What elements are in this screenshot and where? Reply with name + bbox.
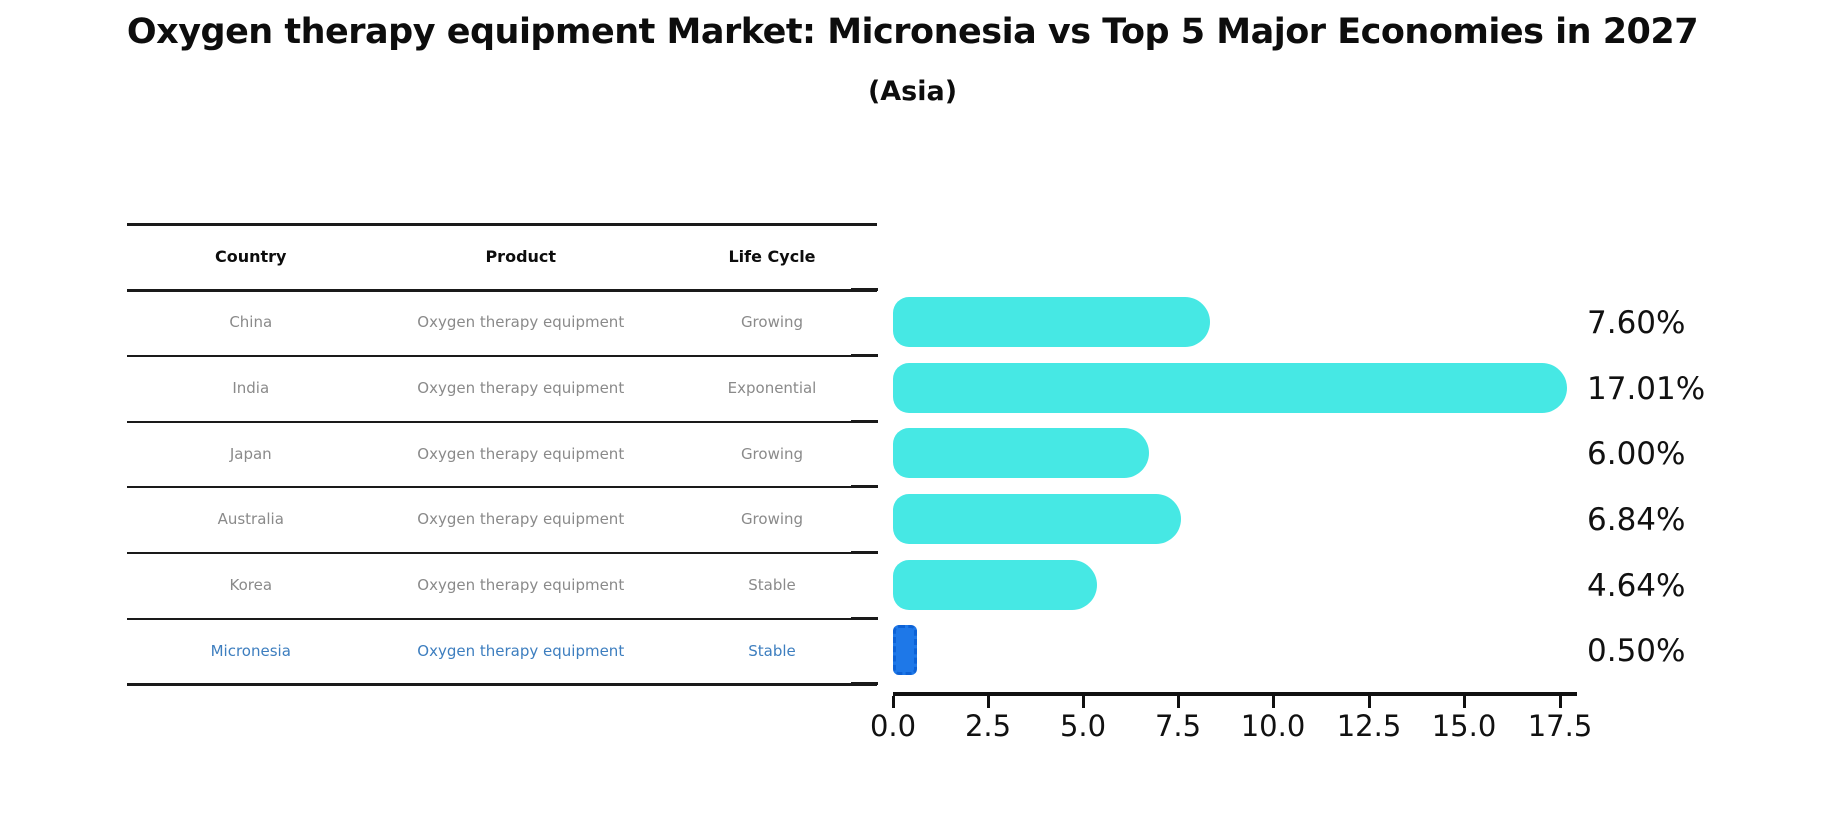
x-axis-tick — [1272, 696, 1275, 708]
table-row-rule — [127, 421, 877, 423]
x-axis-tick — [1082, 696, 1085, 708]
x-axis-tick — [892, 696, 895, 708]
table-row-australia: Australia Oxygen therapy equipment Growi… — [127, 486, 877, 552]
x-axis-tick — [987, 696, 990, 708]
cell-life-cycle: Growing — [740, 510, 804, 528]
bar-india — [893, 363, 1568, 413]
x-tick-label: 0.0 — [869, 709, 917, 743]
cell-country: Japan — [229, 444, 272, 463]
cell-product: Oxygen therapy equipment — [417, 641, 625, 660]
cell-life-cycle: Stable — [748, 576, 796, 594]
table-row-rule — [127, 486, 877, 488]
header-country: Country — [215, 246, 287, 266]
cell-country: Australia — [217, 510, 284, 528]
cell-life-cycle: Growing — [740, 313, 804, 331]
value-label-micronesia: 0.50% — [1587, 633, 1686, 669]
y-axis-tick — [851, 551, 878, 554]
x-tick-label: 5.0 — [1059, 709, 1107, 743]
value-label-india: 17.01% — [1587, 371, 1706, 407]
value-label-china: 7.60% — [1587, 305, 1686, 341]
y-axis-tick — [851, 682, 878, 685]
header-life-cycle: Life Cycle — [728, 246, 816, 266]
x-axis-tick — [1559, 696, 1562, 708]
x-axis-tick — [1463, 696, 1466, 708]
table-row-japan: Japan Oxygen therapy equipment Growing — [127, 421, 877, 486]
x-tick-label: 17.5 — [1527, 709, 1593, 743]
value-label-korea: 4.64% — [1587, 568, 1686, 604]
cell-product: Oxygen therapy equipment — [417, 444, 625, 463]
table-row-rule — [127, 355, 877, 357]
table-row-korea: Korea Oxygen therapy equipment Stable — [127, 552, 877, 618]
x-tick-label: 10.0 — [1240, 709, 1306, 743]
x-tick-label: 12.5 — [1336, 709, 1402, 743]
chart-title: Oxygen therapy equipment Market: Microne… — [126, 12, 1699, 52]
cell-product: Oxygen therapy equipment — [417, 576, 625, 594]
cell-product: Oxygen therapy equipment — [417, 379, 625, 397]
bar-korea — [893, 560, 1098, 610]
x-axis-tick — [1177, 696, 1180, 708]
y-axis-tick — [851, 485, 878, 488]
cell-life-cycle: Growing — [740, 444, 804, 463]
table-header-row: Country Product Life Cycle — [127, 223, 877, 289]
cell-life-cycle: Exponential — [727, 379, 817, 397]
y-axis-tick — [851, 617, 878, 620]
cell-country: China — [229, 313, 273, 331]
value-label-japan: 6.00% — [1587, 436, 1686, 472]
cell-country: Korea — [229, 576, 273, 594]
bar-japan — [893, 428, 1149, 478]
table-row-china: China Oxygen therapy equipment Growing — [127, 289, 877, 355]
x-tick-label: 2.5 — [964, 709, 1012, 743]
table-row-rule — [127, 552, 877, 554]
y-axis-tick — [851, 420, 878, 423]
x-tick-label: 7.5 — [1154, 709, 1202, 743]
table-row-rule — [127, 618, 877, 620]
cell-life-cycle: Stable — [748, 641, 796, 660]
cell-product: Oxygen therapy equipment — [417, 510, 625, 528]
table-bottom-rule — [127, 683, 877, 686]
x-tick-label: 15.0 — [1431, 709, 1497, 743]
bar-micronesia — [893, 625, 917, 675]
cell-country: India — [232, 379, 270, 397]
table-header-rule — [127, 289, 877, 292]
market-table: Country Product Life Cycle China Oxygen … — [127, 223, 877, 686]
table-row-india: India Oxygen therapy equipment Exponenti… — [127, 355, 877, 421]
y-axis-tick — [851, 288, 878, 291]
cell-country: Micronesia — [210, 641, 291, 660]
bar-china — [893, 297, 1210, 347]
y-axis-tick — [851, 354, 878, 357]
x-axis-tick — [1368, 696, 1371, 708]
header-product: Product — [485, 246, 557, 266]
bar-australia — [893, 494, 1181, 544]
table-top-rule — [127, 223, 877, 226]
value-label-australia: 6.84% — [1587, 502, 1686, 538]
x-axis-line — [893, 692, 1577, 696]
chart-subtitle: (Asia) — [867, 76, 958, 107]
table-row-micronesia: Micronesia Oxygen therapy equipment Stab… — [127, 618, 877, 683]
cell-product: Oxygen therapy equipment — [417, 313, 625, 331]
